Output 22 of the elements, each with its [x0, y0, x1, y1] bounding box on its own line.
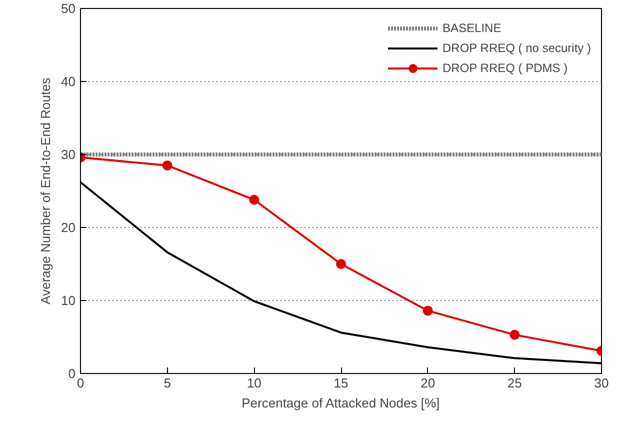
x-tick-label: 20 — [420, 376, 436, 390]
y-tick-label: 50 — [61, 1, 76, 16]
legend-label: BASELINE — [442, 21, 502, 35]
x-tick-label: 10 — [246, 376, 262, 390]
y-tick-label: 0 — [68, 366, 76, 381]
point — [336, 259, 346, 269]
point — [162, 160, 172, 170]
x-axis-title: Percentage of Attacked Nodes [%] — [242, 396, 440, 410]
point — [422, 306, 433, 316]
x-tick-label: 25 — [507, 376, 522, 390]
x-tick-label: 15 — [334, 376, 348, 390]
legend-label: DROP RREQ ( no security ) — [442, 41, 591, 55]
y-tick-label: 30 — [61, 147, 76, 162]
x-tick-label: 5 — [164, 376, 171, 390]
y-axis-title: Average Number of End-to-End Routes — [38, 77, 54, 304]
x-tick-label: 30 — [594, 376, 609, 390]
point — [249, 194, 260, 205]
point — [510, 330, 520, 340]
y-tick-label: 20 — [61, 220, 76, 235]
y-tick-label: 10 — [61, 293, 76, 308]
legend-label: DROP RREQ ( PDMS ) — [442, 61, 568, 75]
y-tick-label: 40 — [61, 74, 76, 89]
